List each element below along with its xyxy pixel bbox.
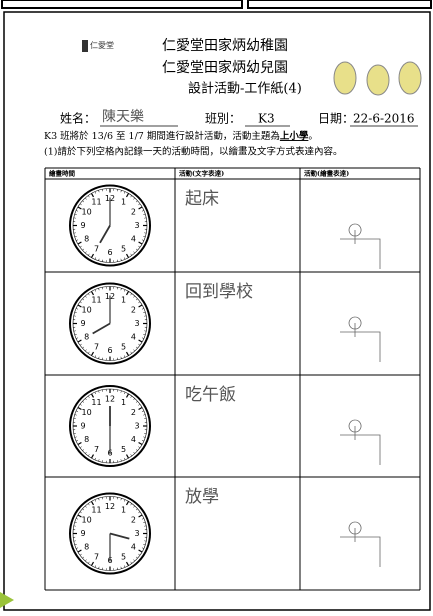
clock-number: 10 [82, 208, 92, 217]
clock-number: 2 [131, 516, 136, 525]
activity-text: 吃午飯 [185, 385, 236, 405]
clock-number: 8 [84, 543, 89, 552]
clock-number: 4 [131, 543, 136, 552]
clock-number: 8 [84, 235, 89, 244]
clock-number: 2 [131, 408, 136, 417]
activity-text: 起床 [185, 189, 219, 209]
clock-number: 4 [131, 333, 136, 342]
title: 設計活動-工作紙(4) [188, 81, 302, 97]
class-label: 班別： [205, 112, 241, 126]
clock-number: 7 [94, 552, 99, 561]
name: 陳天樂 [102, 108, 144, 125]
class: K3 [258, 112, 275, 126]
activity-text: 回到學校 [185, 282, 253, 302]
date: 22-6-2016 [353, 112, 415, 126]
logo-text: 仁愛堂 [90, 40, 114, 50]
clock-number: 9 [80, 422, 85, 431]
clock-number: 9 [80, 529, 85, 538]
clock-number: 1 [121, 198, 126, 207]
clock-number: 11 [91, 198, 101, 207]
clock-number: 7 [94, 244, 99, 253]
clock-number: 1 [121, 506, 126, 515]
topic: 上小學 [280, 130, 309, 142]
clock-number: 1 [121, 398, 126, 407]
clock-number: 3 [134, 221, 139, 230]
clock-number: 12 [105, 502, 115, 511]
clock-number: 2 [131, 306, 136, 315]
clock-number: 2 [131, 208, 136, 217]
clock-number: 5 [121, 552, 126, 561]
name-label: 姓名： [60, 111, 96, 126]
clock-number: 3 [134, 319, 139, 328]
instruction: (1)請於下列空格內記錄一天的活動時間，以繪畫及文字方式表達內容。 [44, 146, 342, 158]
clock-number: 5 [121, 244, 126, 253]
column-header: 活動(繪畫表達) [304, 169, 349, 178]
clock-number: 7 [94, 342, 99, 351]
logo-icon [82, 40, 88, 52]
school-name: 仁愛堂田家炳幼兒園 [162, 59, 288, 76]
activity-text: 放學 [185, 487, 219, 507]
clock-number: 12 [105, 395, 115, 404]
clock-number: 9 [80, 221, 85, 230]
clock-number: 3 [134, 529, 139, 538]
clock-number: 1 [121, 296, 126, 305]
clock-number: 11 [91, 506, 101, 515]
minion-icons [334, 62, 421, 95]
clock-number: 4 [131, 235, 136, 244]
intro: K3 班將於 13/6 至 1/7 期間進行設計活動，活動主題為上小學。 [44, 130, 318, 142]
intro-end: 。 [308, 131, 318, 142]
clock-number: 9 [80, 319, 85, 328]
clock-number: 4 [131, 435, 136, 444]
clock-number: 7 [94, 445, 99, 454]
clock-number: 6 [107, 346, 112, 355]
clock-number: 10 [82, 408, 92, 417]
clock-number: 11 [91, 296, 101, 305]
column-header: 活動(文字表達) [179, 169, 224, 178]
date-label: 日期： [318, 112, 354, 126]
clock-number: 10 [82, 306, 92, 315]
clock-number: 5 [121, 445, 126, 454]
clock-number: 8 [84, 435, 89, 444]
clock-number: 3 [134, 422, 139, 431]
school-name: 仁愛堂田家炳幼稚園 [162, 37, 288, 54]
clock-number: 5 [121, 342, 126, 351]
column-header: 繪畫時間 [49, 169, 76, 178]
clock-number: 11 [91, 398, 101, 407]
clock-number: 10 [82, 516, 92, 525]
clock-number: 8 [84, 333, 89, 342]
intro-text: K3 班將於 13/6 至 1/7 期間進行設計活動，活動主題為 [44, 130, 280, 142]
clock-number: 6 [107, 248, 112, 257]
